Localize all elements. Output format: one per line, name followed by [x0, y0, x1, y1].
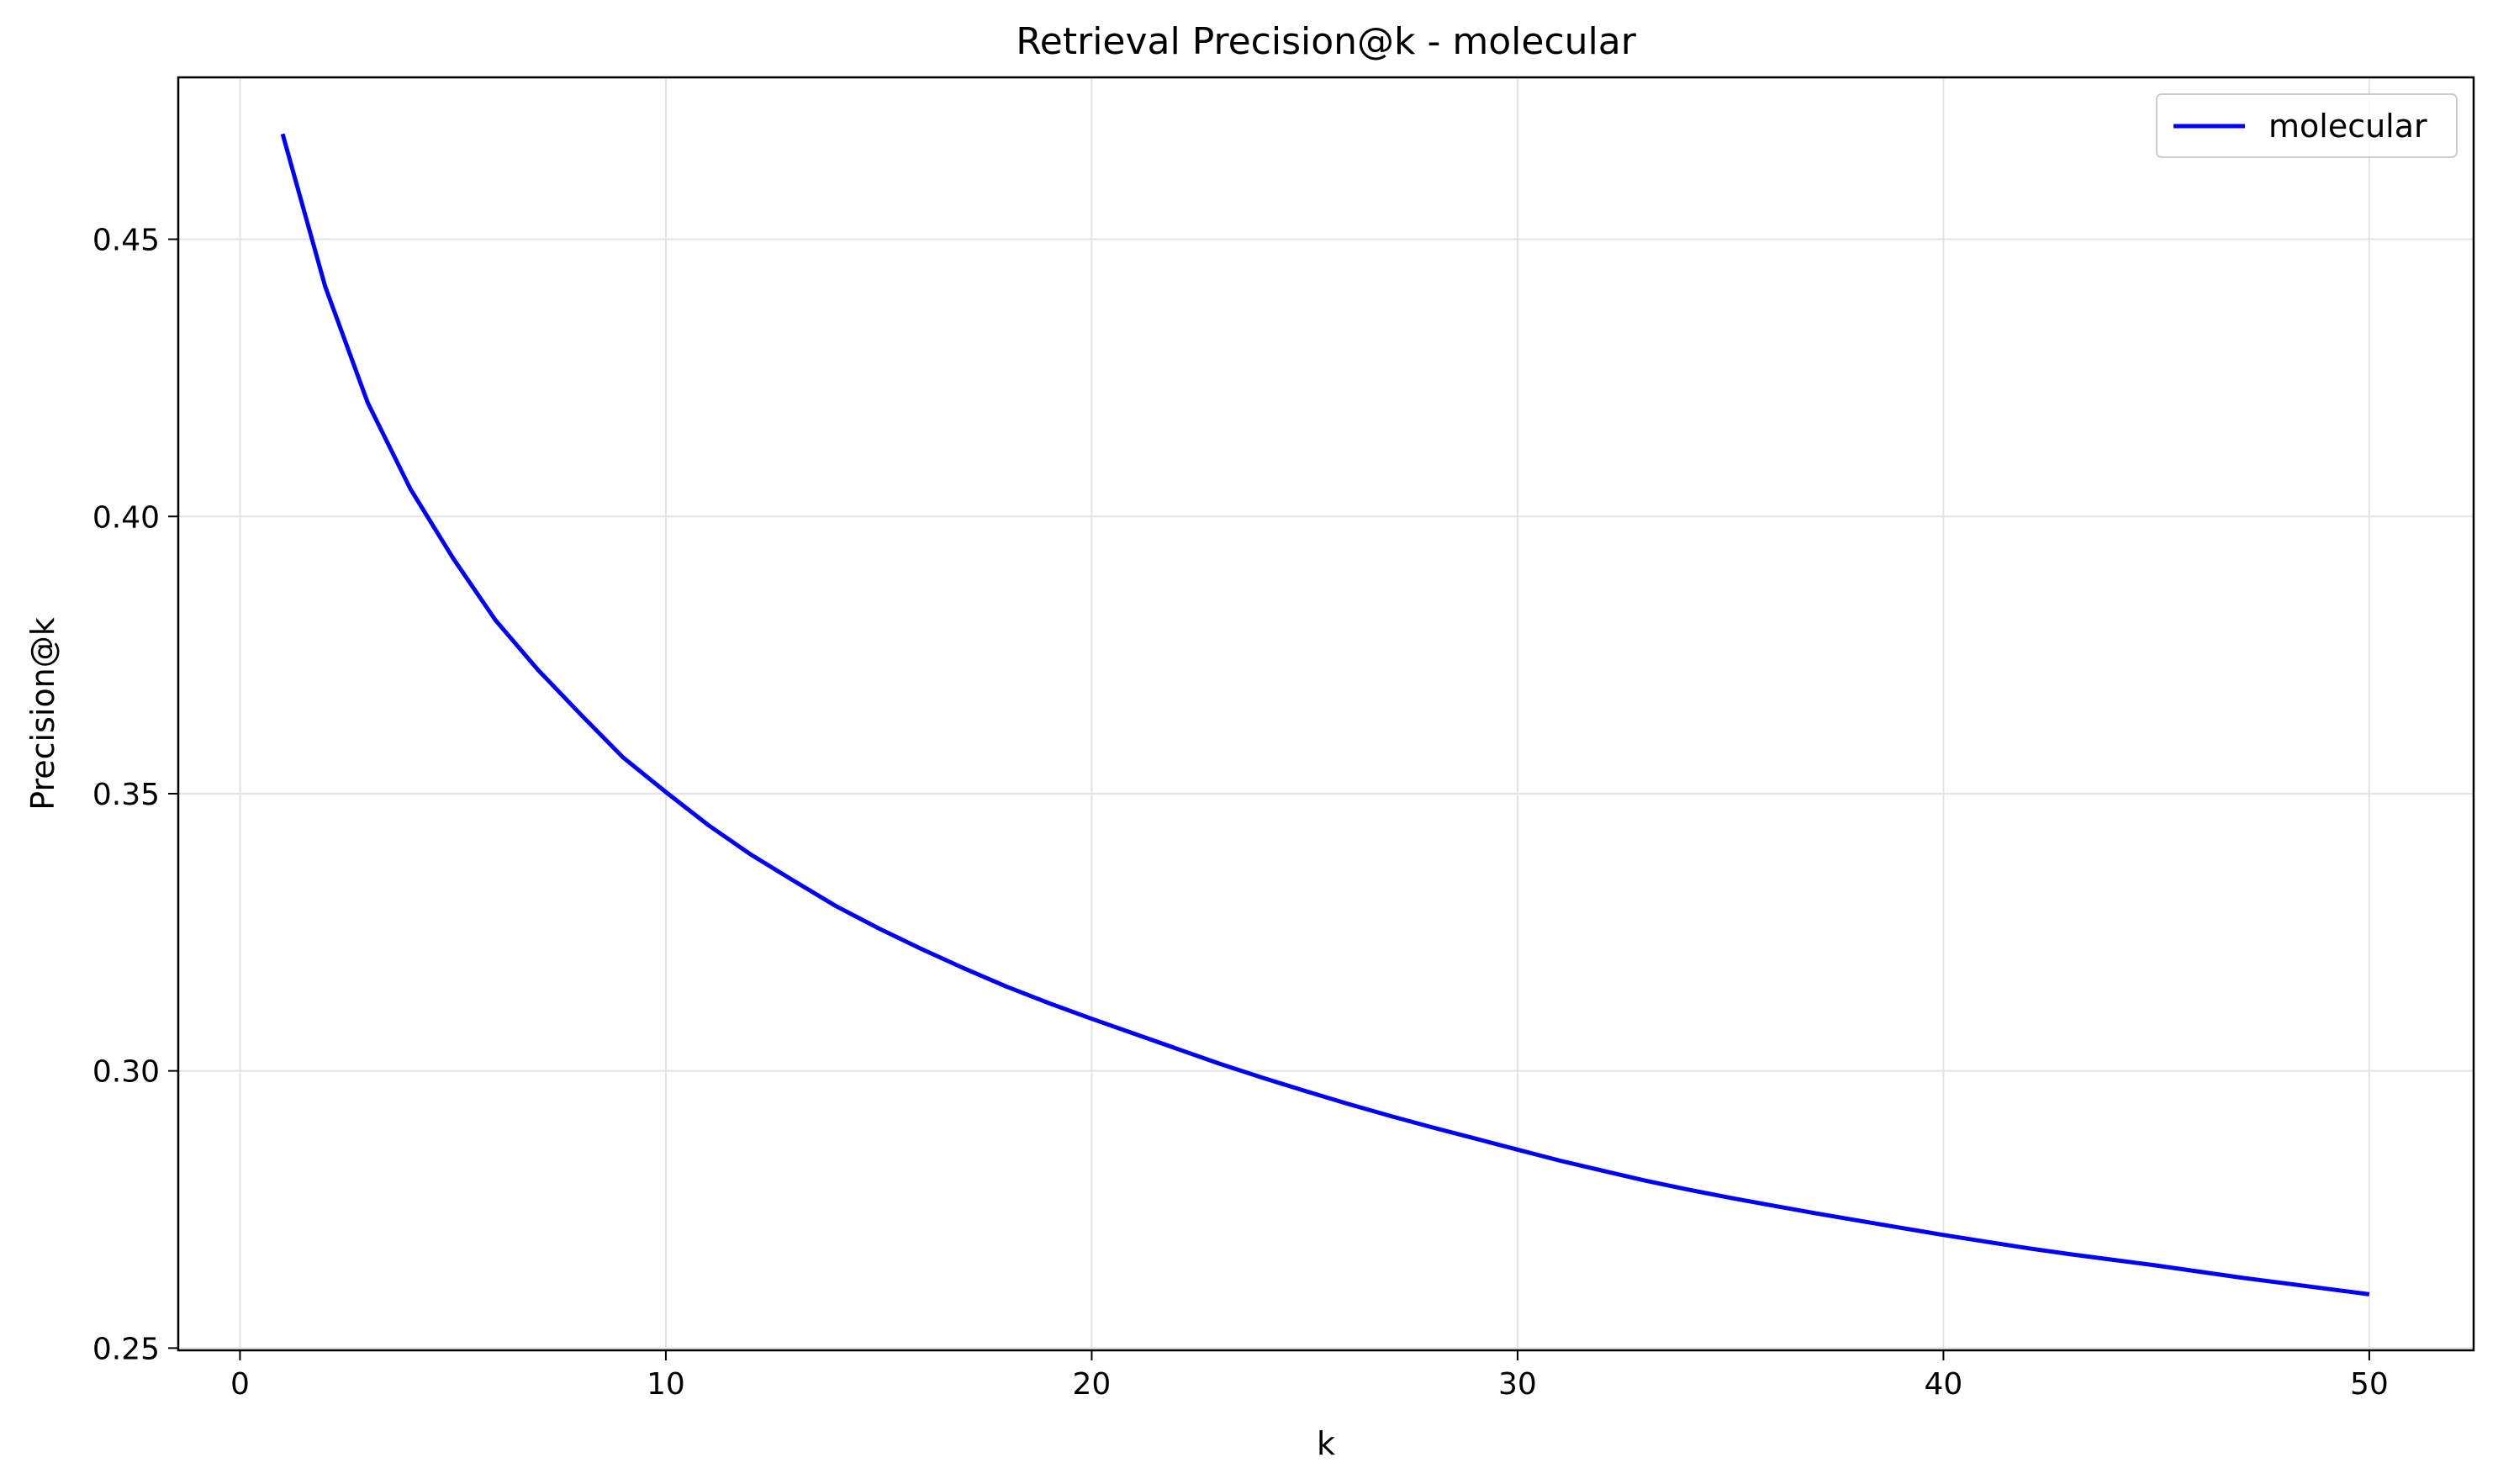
- plot-frame: [177, 76, 2475, 1352]
- y-axis-label: Precision@k: [24, 617, 61, 811]
- x-tick-label: 50: [2350, 1367, 2389, 1402]
- y-tick-label: 0.30: [92, 1055, 160, 1090]
- x-tick-label: 10: [647, 1367, 685, 1402]
- y-tick-label: 0.35: [92, 778, 160, 812]
- chart-title: Retrieval Precision@k - molecular: [1016, 20, 1637, 63]
- series-line-molecular: [280, 133, 2370, 1297]
- y-tick-label: 0.25: [92, 1332, 160, 1366]
- series-layer: [280, 133, 2370, 1297]
- ticks: 0 10 20 30 40 50 0.25 0.30 0.35 0.40 0.45: [92, 224, 2389, 1402]
- x-tick-label: 30: [1498, 1367, 1537, 1402]
- legend-label-molecular: molecular: [2268, 108, 2427, 145]
- x-tick-label: 0: [230, 1367, 250, 1402]
- x-axis-label: k: [1317, 1425, 1335, 1462]
- x-tick-label: 20: [1073, 1367, 1112, 1402]
- legend-box: [2156, 93, 2458, 158]
- y-tick-label: 0.40: [92, 500, 160, 535]
- legend: molecular: [2156, 93, 2458, 158]
- grid: [178, 77, 2474, 1350]
- y-tick-label: 0.45: [92, 224, 160, 258]
- x-tick-label: 40: [1925, 1367, 1963, 1402]
